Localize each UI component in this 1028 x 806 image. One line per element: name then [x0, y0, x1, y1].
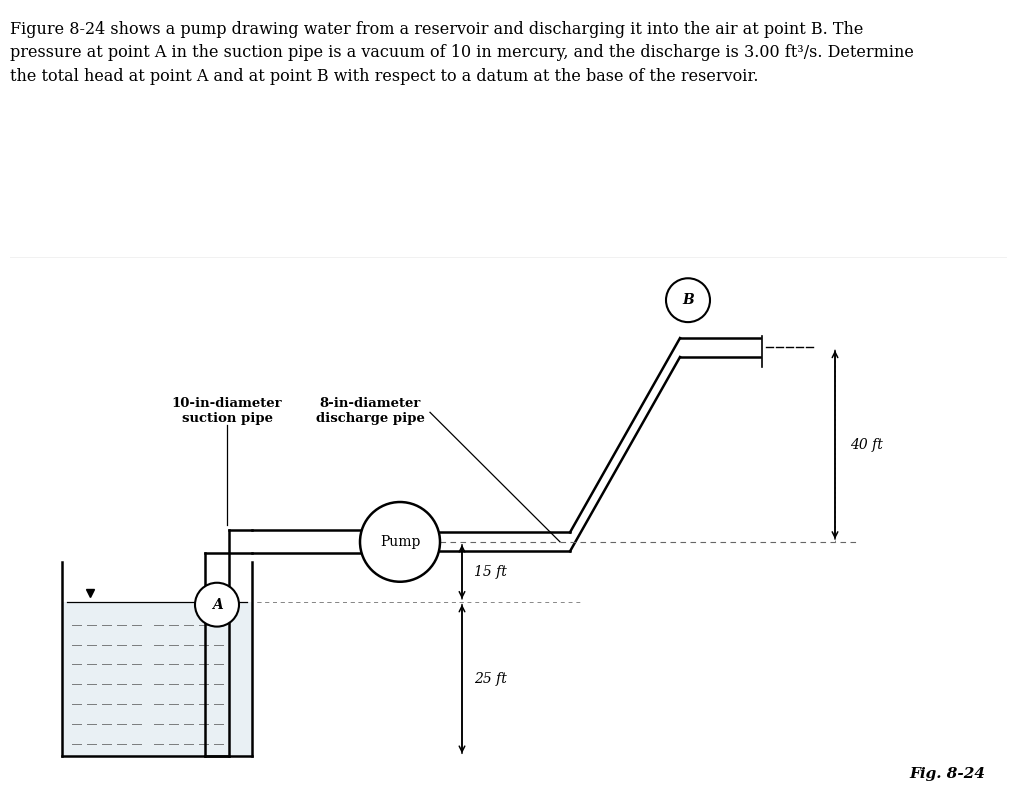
Text: Figure 8-24 shows a pump drawing water from a reservoir and discharging it into : Figure 8-24 shows a pump drawing water f…	[10, 21, 914, 85]
Bar	[62, 602, 252, 756]
Text: 10-in-diameter
suction pipe: 10-in-diameter suction pipe	[172, 397, 283, 426]
Circle shape	[360, 502, 440, 582]
Text: Pump: Pump	[379, 535, 420, 549]
Text: 25 ft: 25 ft	[474, 672, 507, 686]
Text: 40 ft: 40 ft	[850, 438, 883, 451]
Circle shape	[195, 583, 238, 626]
Text: 15 ft: 15 ft	[474, 565, 507, 579]
Text: B: B	[683, 293, 694, 307]
Text: Fig. 8-24: Fig. 8-24	[909, 767, 985, 781]
Text: 8-in-diameter
discharge pipe: 8-in-diameter discharge pipe	[316, 397, 425, 426]
Text: A: A	[212, 598, 222, 612]
